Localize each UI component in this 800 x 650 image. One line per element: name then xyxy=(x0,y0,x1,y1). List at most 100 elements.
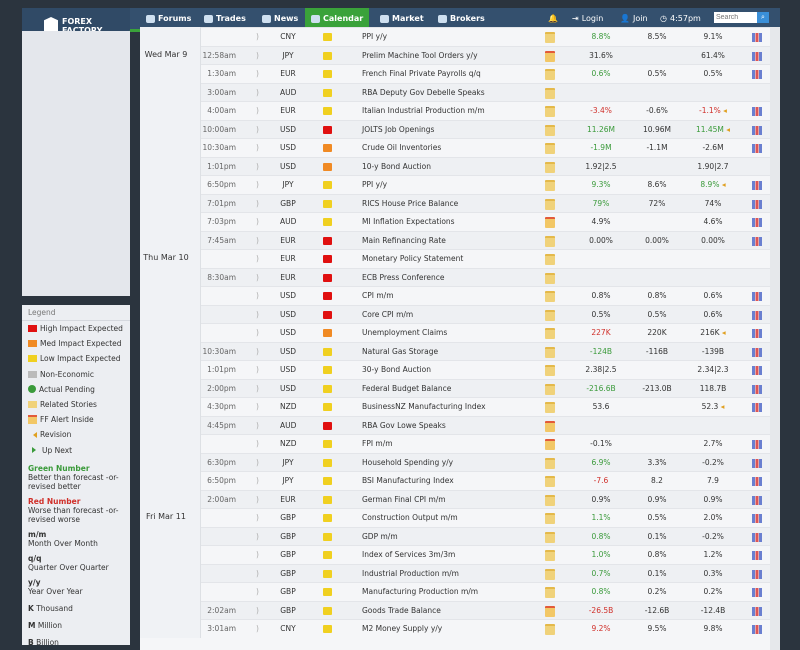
folder-icon[interactable] xyxy=(545,180,555,191)
folder-icon[interactable] xyxy=(545,272,555,284)
event-row[interactable]: ) GBP Industrial Production m/m 0.7% 0.1% 0.3… xyxy=(140,563,770,583)
graph-icon[interactable] xyxy=(752,51,762,61)
sound-icon[interactable]: ) xyxy=(256,383,259,393)
folder-icon[interactable] xyxy=(545,291,555,302)
sound-icon[interactable]: ) xyxy=(256,568,259,578)
event-row[interactable]: 4:30pm) NZD BusinessNZ Manufacturing Index… xyxy=(140,397,770,417)
folder-icon[interactable] xyxy=(545,235,555,247)
folder-icon[interactable] xyxy=(545,476,555,487)
graph-icon[interactable] xyxy=(752,514,762,523)
folder-icon[interactable] xyxy=(545,531,555,543)
sound-icon[interactable]: ) xyxy=(256,476,259,485)
graph-icon[interactable] xyxy=(752,347,762,357)
sound-icon[interactable]: ) xyxy=(256,365,259,374)
graph-icon[interactable] xyxy=(752,218,762,227)
graph-icon[interactable] xyxy=(752,236,762,246)
graph-icon[interactable] xyxy=(752,107,762,116)
event-title[interactable]: PPI y/y xyxy=(362,32,388,41)
folder-icon[interactable] xyxy=(545,346,555,358)
sound-icon[interactable]: ) xyxy=(256,143,259,152)
graph-icon[interactable] xyxy=(752,625,762,634)
event-row[interactable]: ) USD Unemployment Claims 227K 220K 216K ◂ xyxy=(140,323,770,343)
sound-icon[interactable]: ) xyxy=(256,402,259,411)
sound-icon[interactable]: ) xyxy=(256,124,259,134)
join-link[interactable]: 👤 Join xyxy=(614,8,654,29)
event-row[interactable]: 2:02am) GBP Goods Trade Balance -26.5B -12.6… xyxy=(140,600,770,620)
event-row[interactable]: ) GBP GDP m/m 0.8% 0.1% -0.2% xyxy=(140,526,770,546)
search-button[interactable]: ⌕ xyxy=(757,12,769,23)
sound-icon[interactable]: ) xyxy=(256,605,259,615)
event-title[interactable]: RBA Deputy Gov Debelle Speaks xyxy=(362,87,485,97)
event-title[interactable]: Industrial Production m/m xyxy=(362,568,459,578)
graph-icon[interactable] xyxy=(752,329,762,338)
graph-icon[interactable] xyxy=(752,403,762,412)
event-title[interactable]: Unemployment Claims xyxy=(362,328,448,337)
event-title[interactable]: Index of Services 3m/3m xyxy=(362,550,456,559)
sound-icon[interactable]: ) xyxy=(256,531,259,541)
graph-icon[interactable] xyxy=(752,440,762,449)
notifications-button[interactable]: 🔔 xyxy=(542,8,564,29)
graph-icon[interactable] xyxy=(752,384,762,394)
folder-icon[interactable] xyxy=(545,161,555,173)
scrollbar[interactable] xyxy=(770,27,780,650)
graph-icon[interactable] xyxy=(752,569,762,579)
graph-icon[interactable] xyxy=(752,458,762,468)
event-title[interactable]: ECB Press Conference xyxy=(362,272,445,282)
event-title[interactable]: BSI Manufacturing Index xyxy=(362,476,454,485)
login-link[interactable]: ⇥ Login xyxy=(566,8,609,29)
clock[interactable]: ◷ 4:57pm xyxy=(654,8,707,29)
folder-icon[interactable] xyxy=(545,143,555,154)
graph-icon[interactable] xyxy=(752,33,762,42)
event-row[interactable]: 7:01pm) GBP RICS House Price Balance 79% 72%… xyxy=(140,193,770,213)
sound-icon[interactable]: ) xyxy=(256,161,259,171)
event-row[interactable]: 3:00am) AUD RBA Deputy Gov Debelle Speaks xyxy=(140,82,770,102)
folder-icon[interactable] xyxy=(545,513,555,524)
graph-icon[interactable] xyxy=(752,495,762,505)
nav-news[interactable]: News xyxy=(256,8,304,29)
ff-alert-icon[interactable] xyxy=(545,217,555,228)
graph-icon[interactable] xyxy=(752,70,762,79)
graph-icon[interactable] xyxy=(752,588,762,597)
folder-icon[interactable] xyxy=(545,568,555,580)
sound-icon[interactable]: ) xyxy=(256,420,259,430)
event-title[interactable]: Manufacturing Production m/m xyxy=(362,587,479,596)
graph-icon[interactable] xyxy=(752,199,762,209)
event-title[interactable]: French Final Private Payrolls q/q xyxy=(362,69,481,78)
nav-market[interactable]: Market xyxy=(374,8,430,29)
event-title[interactable]: RICS House Price Balance xyxy=(362,198,459,208)
sound-icon[interactable]: ) xyxy=(256,32,259,41)
ff-alert-icon[interactable] xyxy=(545,50,555,62)
event-title[interactable]: Crude Oil Inventories xyxy=(362,143,442,152)
event-title[interactable]: Construction Output m/m xyxy=(362,513,458,522)
sound-icon[interactable]: ) xyxy=(256,87,259,97)
event-row[interactable]: ) EUR Monetary Policy Statement xyxy=(140,249,770,269)
ff-alert-icon[interactable] xyxy=(545,605,555,617)
folder-icon[interactable] xyxy=(545,383,555,395)
sound-icon[interactable]: ) xyxy=(256,309,259,319)
event-title[interactable]: PPI y/y xyxy=(362,180,388,189)
folder-icon[interactable] xyxy=(545,402,555,413)
sound-icon[interactable]: ) xyxy=(256,346,259,356)
event-title[interactable]: 10-y Bond Auction xyxy=(362,161,431,171)
sound-icon[interactable]: ) xyxy=(256,494,259,504)
folder-icon[interactable] xyxy=(545,254,555,265)
event-row[interactable]: 10:00am) USD JOLTS Job Openings 11.26M 10.96… xyxy=(140,119,770,139)
event-title[interactable]: M2 Money Supply y/y xyxy=(362,624,443,633)
event-row[interactable]: 6:50pm) JPY PPI y/y 9.3% 8.6% 8.9% ◂ xyxy=(140,175,770,195)
folder-icon[interactable] xyxy=(545,87,555,99)
event-title[interactable]: CPI m/m xyxy=(362,291,394,300)
folder-icon[interactable] xyxy=(545,124,555,136)
ff-alert-icon[interactable] xyxy=(545,420,555,432)
sound-icon[interactable]: ) xyxy=(256,235,259,245)
event-row[interactable]: ) GBP Manufacturing Production m/m 0.8% 0.2%… xyxy=(140,582,770,602)
sound-icon[interactable]: ) xyxy=(256,50,259,60)
event-row[interactable]: 6:50pm) JPY BSI Manufacturing Index -7.6 8.2… xyxy=(140,471,770,491)
sound-icon[interactable]: ) xyxy=(256,106,259,115)
event-row[interactable]: ) USD CPI m/m 0.8% 0.8% 0.6% xyxy=(140,286,770,306)
sound-icon[interactable]: ) xyxy=(256,291,259,300)
event-row[interactable]: 1:01pm) USD 10-y Bond Auction 1.92|2.5 1.90|… xyxy=(140,156,770,176)
event-row[interactable]: 7:45am) EUR Main Refinancing Rate 0.00% 0.00… xyxy=(140,230,770,250)
event-row[interactable]: 10:30am) USD Natural Gas Storage -124B -116B… xyxy=(140,341,770,361)
event-title[interactable]: Prelim Machine Tool Orders y/y xyxy=(362,50,478,60)
folder-icon[interactable] xyxy=(545,328,555,339)
